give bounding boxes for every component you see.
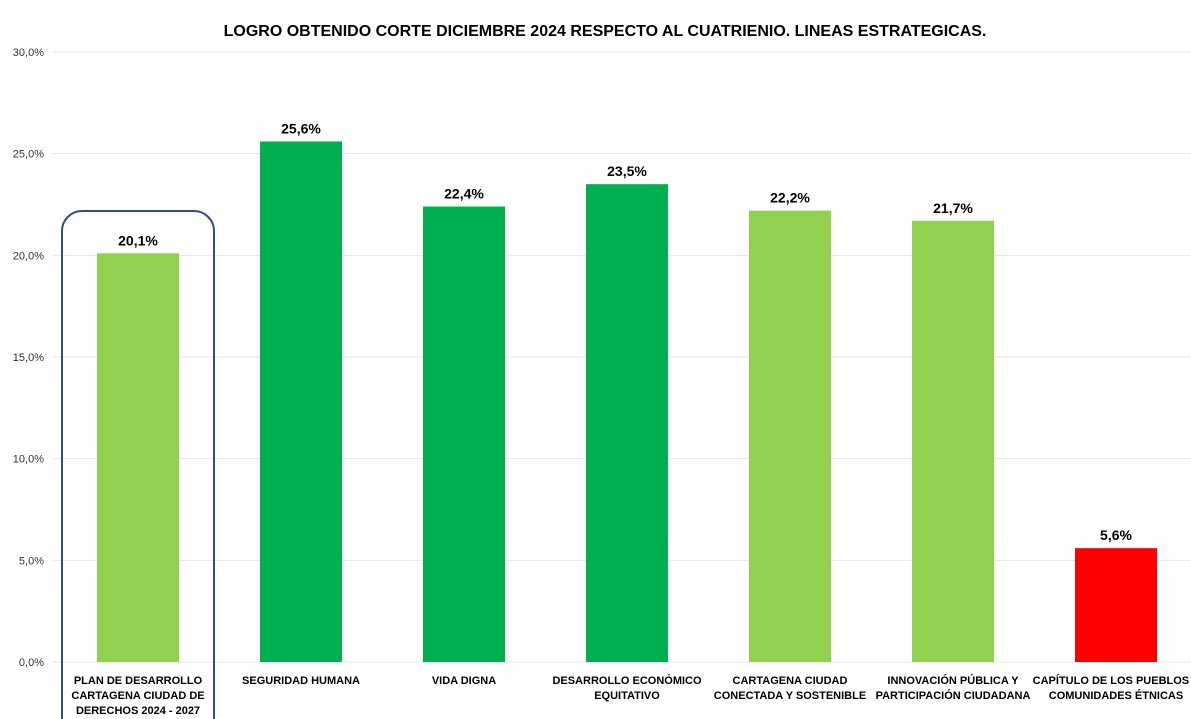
y-tick-label: 5,0% xyxy=(19,555,44,567)
bar xyxy=(912,220,994,662)
y-axis-ticks: 0,0% 5,0% 10,0% 15,0% 20,0% 25,0% 30,0% xyxy=(13,47,44,669)
bars xyxy=(97,141,1157,663)
bar xyxy=(97,253,179,663)
y-tick-label: 20,0% xyxy=(13,250,44,262)
highlight-frame-group xyxy=(61,210,215,719)
data-label: 22,4% xyxy=(444,186,484,202)
highlight-frame xyxy=(61,210,215,719)
y-tick-label: 30,0% xyxy=(13,47,44,59)
y-tick-label: 25,0% xyxy=(13,149,44,161)
bar xyxy=(1075,548,1157,662)
y-tick-label: 10,0% xyxy=(13,454,44,466)
bar xyxy=(586,184,668,662)
data-label: 5,6% xyxy=(1100,527,1132,543)
data-label: 23,5% xyxy=(607,163,647,179)
x-tick-label: PLAN DE DESARROLLO CARTAGENA CIUDAD DE DER… xyxy=(71,675,204,717)
y-tick-label: 0,0% xyxy=(19,657,44,669)
x-tick-label: DESARROLLO ECONÓMICO EQUITATIVO xyxy=(552,674,702,702)
category-labels: PLAN DE DESARROLLO CARTAGENA CIUDAD DE DER… xyxy=(71,674,1191,717)
y-tick-label: 15,0% xyxy=(13,352,44,364)
value-labels: 20,1% 25,6% 22,4% 23,5% 22,2% 21,7% 5,6% xyxy=(118,120,1132,543)
x-tick-label: INNOVACIÓN PÚBLICA Y PARTICIPACIÓN CIUDAD… xyxy=(876,674,1031,702)
x-tick-label: CAPÍTULO DE LOS PUEBLOS Y COMUNIDADES ÉTN… xyxy=(1033,674,1191,702)
x-tick-label: SEGURIDAD HUMANA xyxy=(242,675,360,687)
bar xyxy=(260,141,342,662)
chart-title: LOGRO OBTENIDO CORTE DICIEMBRE 2024 RESP… xyxy=(224,23,987,40)
data-label: 21,7% xyxy=(933,200,973,216)
data-label: 25,6% xyxy=(281,120,321,136)
x-tick-label: VIDA DIGNA xyxy=(432,675,496,687)
data-label: 22,2% xyxy=(770,190,810,206)
x-tick-label: CARTAGENA CIUDAD CONECTADA Y SOSTENIBLE xyxy=(714,675,866,702)
bar xyxy=(749,210,831,662)
data-label: 20,1% xyxy=(118,232,158,248)
bar xyxy=(423,206,505,663)
